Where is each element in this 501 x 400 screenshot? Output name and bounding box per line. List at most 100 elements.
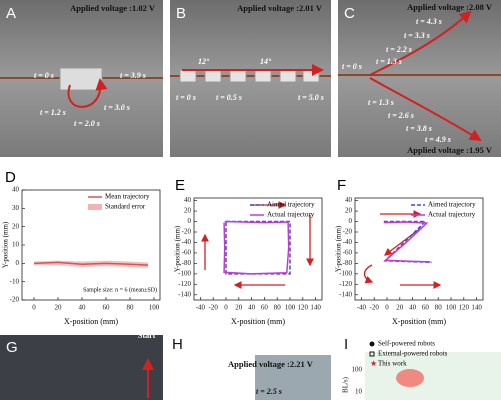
x-tick-label: 140: [471, 304, 482, 312]
y-tick-label: -120: [178, 280, 191, 288]
x-tick-label: 100: [446, 304, 457, 312]
panel-label: F: [337, 177, 346, 194]
photo: [0, 335, 163, 400]
time: t = 1.2 s: [40, 108, 66, 117]
y-tick-label: 20: [184, 207, 192, 215]
axes-frame: [193, 197, 323, 301]
time: t = 4.3 s: [416, 17, 442, 26]
trajectory: [225, 220, 291, 275]
time: t = 1.3 s: [368, 98, 394, 107]
trajectory: [223, 220, 290, 275]
time: t = 2.0 s: [74, 119, 100, 128]
arrow: [369, 77, 482, 142]
x-tick-label: 100: [149, 304, 160, 312]
arrow: [369, 10, 472, 76]
time: t = 3.8 s: [406, 124, 432, 133]
time: t = 5.0 s: [298, 93, 324, 102]
legend-entry: Self-powered robots: [378, 340, 435, 348]
angle: 12°: [198, 57, 210, 66]
legend-entry: Actual trajectory: [428, 211, 476, 219]
panel-label: A: [6, 5, 16, 22]
x-tick-label: -40: [196, 304, 206, 312]
y-tick-label: 40: [12, 186, 20, 194]
y-tick-label: 0: [188, 217, 192, 225]
annotation: Sample size: n = 6 (mean±SD): [83, 286, 157, 293]
x-tick-label: -20: [370, 304, 380, 312]
y-tick-label: 10: [12, 241, 20, 249]
x-tick-label: 80: [127, 304, 135, 312]
time: t = 0 s: [176, 93, 196, 102]
time: t = 0.5 s: [216, 93, 242, 102]
panel-label: I: [344, 336, 348, 353]
x-tick-label: 60: [422, 304, 430, 312]
x-tick-label: -20: [209, 304, 219, 312]
y-tick-label: -120: [339, 280, 352, 288]
region: [396, 369, 424, 387]
angle: 14°: [260, 57, 272, 66]
y-tick-label: 10: [355, 388, 363, 396]
y-tick-label: -40: [182, 238, 192, 246]
y-tick-label: -20: [10, 296, 20, 304]
y-tick-label: 100: [352, 366, 363, 374]
x-tick-label: 140: [310, 304, 321, 312]
x-tick-label: 20: [55, 304, 63, 312]
plot-area: [365, 352, 501, 400]
y-tick-label: -80: [343, 259, 353, 267]
x-tick-label: 80: [274, 304, 282, 312]
x-tick-label: 20: [396, 304, 404, 312]
y-axis-label: Y-position (mm): [335, 225, 343, 272]
x-tick-label: 80: [435, 304, 443, 312]
panel-label: C: [344, 5, 355, 22]
y-tick-label: 0: [16, 259, 20, 267]
start: Start: [138, 331, 156, 340]
axes-frame: [354, 197, 484, 301]
voltage: Applied voltage :2.01 V: [237, 3, 323, 13]
time: t = 2.2 s: [386, 45, 412, 54]
photo: [255, 355, 331, 400]
x-axis-label: X-position (mm): [64, 317, 118, 326]
panel-label: E: [175, 177, 185, 194]
x-tick-label: 0: [385, 304, 389, 312]
y-tick-label: -60: [343, 249, 353, 257]
time: t = 0 s: [342, 62, 362, 71]
y-tick-label: -140: [339, 290, 352, 298]
voltage: Applied voltage :1.95 V: [407, 145, 493, 155]
x-tick-label: 60: [103, 304, 111, 312]
legend-swatch: [88, 204, 102, 210]
panel-label: G: [6, 339, 18, 356]
y-tick-label: 20: [12, 222, 20, 230]
time: t = 2.5 s: [256, 387, 282, 396]
y-axis-label: Y-position (mm): [174, 225, 182, 272]
x-tick-label: 40: [79, 304, 87, 312]
time: t = 3.9 s: [120, 71, 146, 80]
y-tick-label: 20: [345, 207, 353, 215]
y-tick-label: -140: [178, 290, 191, 298]
voltage: Applied voltage :2.08 V: [407, 2, 493, 12]
x-axis-label: X-position (mm): [231, 317, 285, 326]
legend-entry: Mean trajectory: [105, 193, 150, 201]
time: t = 1.3 s: [376, 57, 402, 66]
x-tick-label: 40: [409, 304, 417, 312]
trajectory: [383, 221, 431, 263]
legend-marker: [369, 341, 375, 347]
panel-label: B: [176, 5, 186, 22]
time: t = 4.9 s: [425, 135, 451, 144]
y-tick-label: -40: [343, 238, 353, 246]
y-tick-label: 40: [345, 196, 353, 204]
x-tick-label: 120: [298, 304, 309, 312]
x-axis-label: X-position (mm): [392, 317, 446, 326]
y-tick-label: -20: [343, 228, 353, 236]
y-tick-label: -100: [339, 269, 352, 277]
time: t = 0 s: [34, 71, 54, 80]
x-tick-label: 0: [224, 304, 228, 312]
robots: [179, 69, 320, 83]
legend-entry: This work: [378, 360, 407, 368]
arrow: [67, 78, 108, 108]
robot: [59, 67, 103, 91]
y-tick-label: -20: [182, 228, 192, 236]
y-axis-label: BL/s): [342, 376, 350, 393]
x-tick-label: 20: [235, 304, 243, 312]
y-tick-label: -60: [182, 249, 192, 257]
x-tick-label: 120: [459, 304, 470, 312]
